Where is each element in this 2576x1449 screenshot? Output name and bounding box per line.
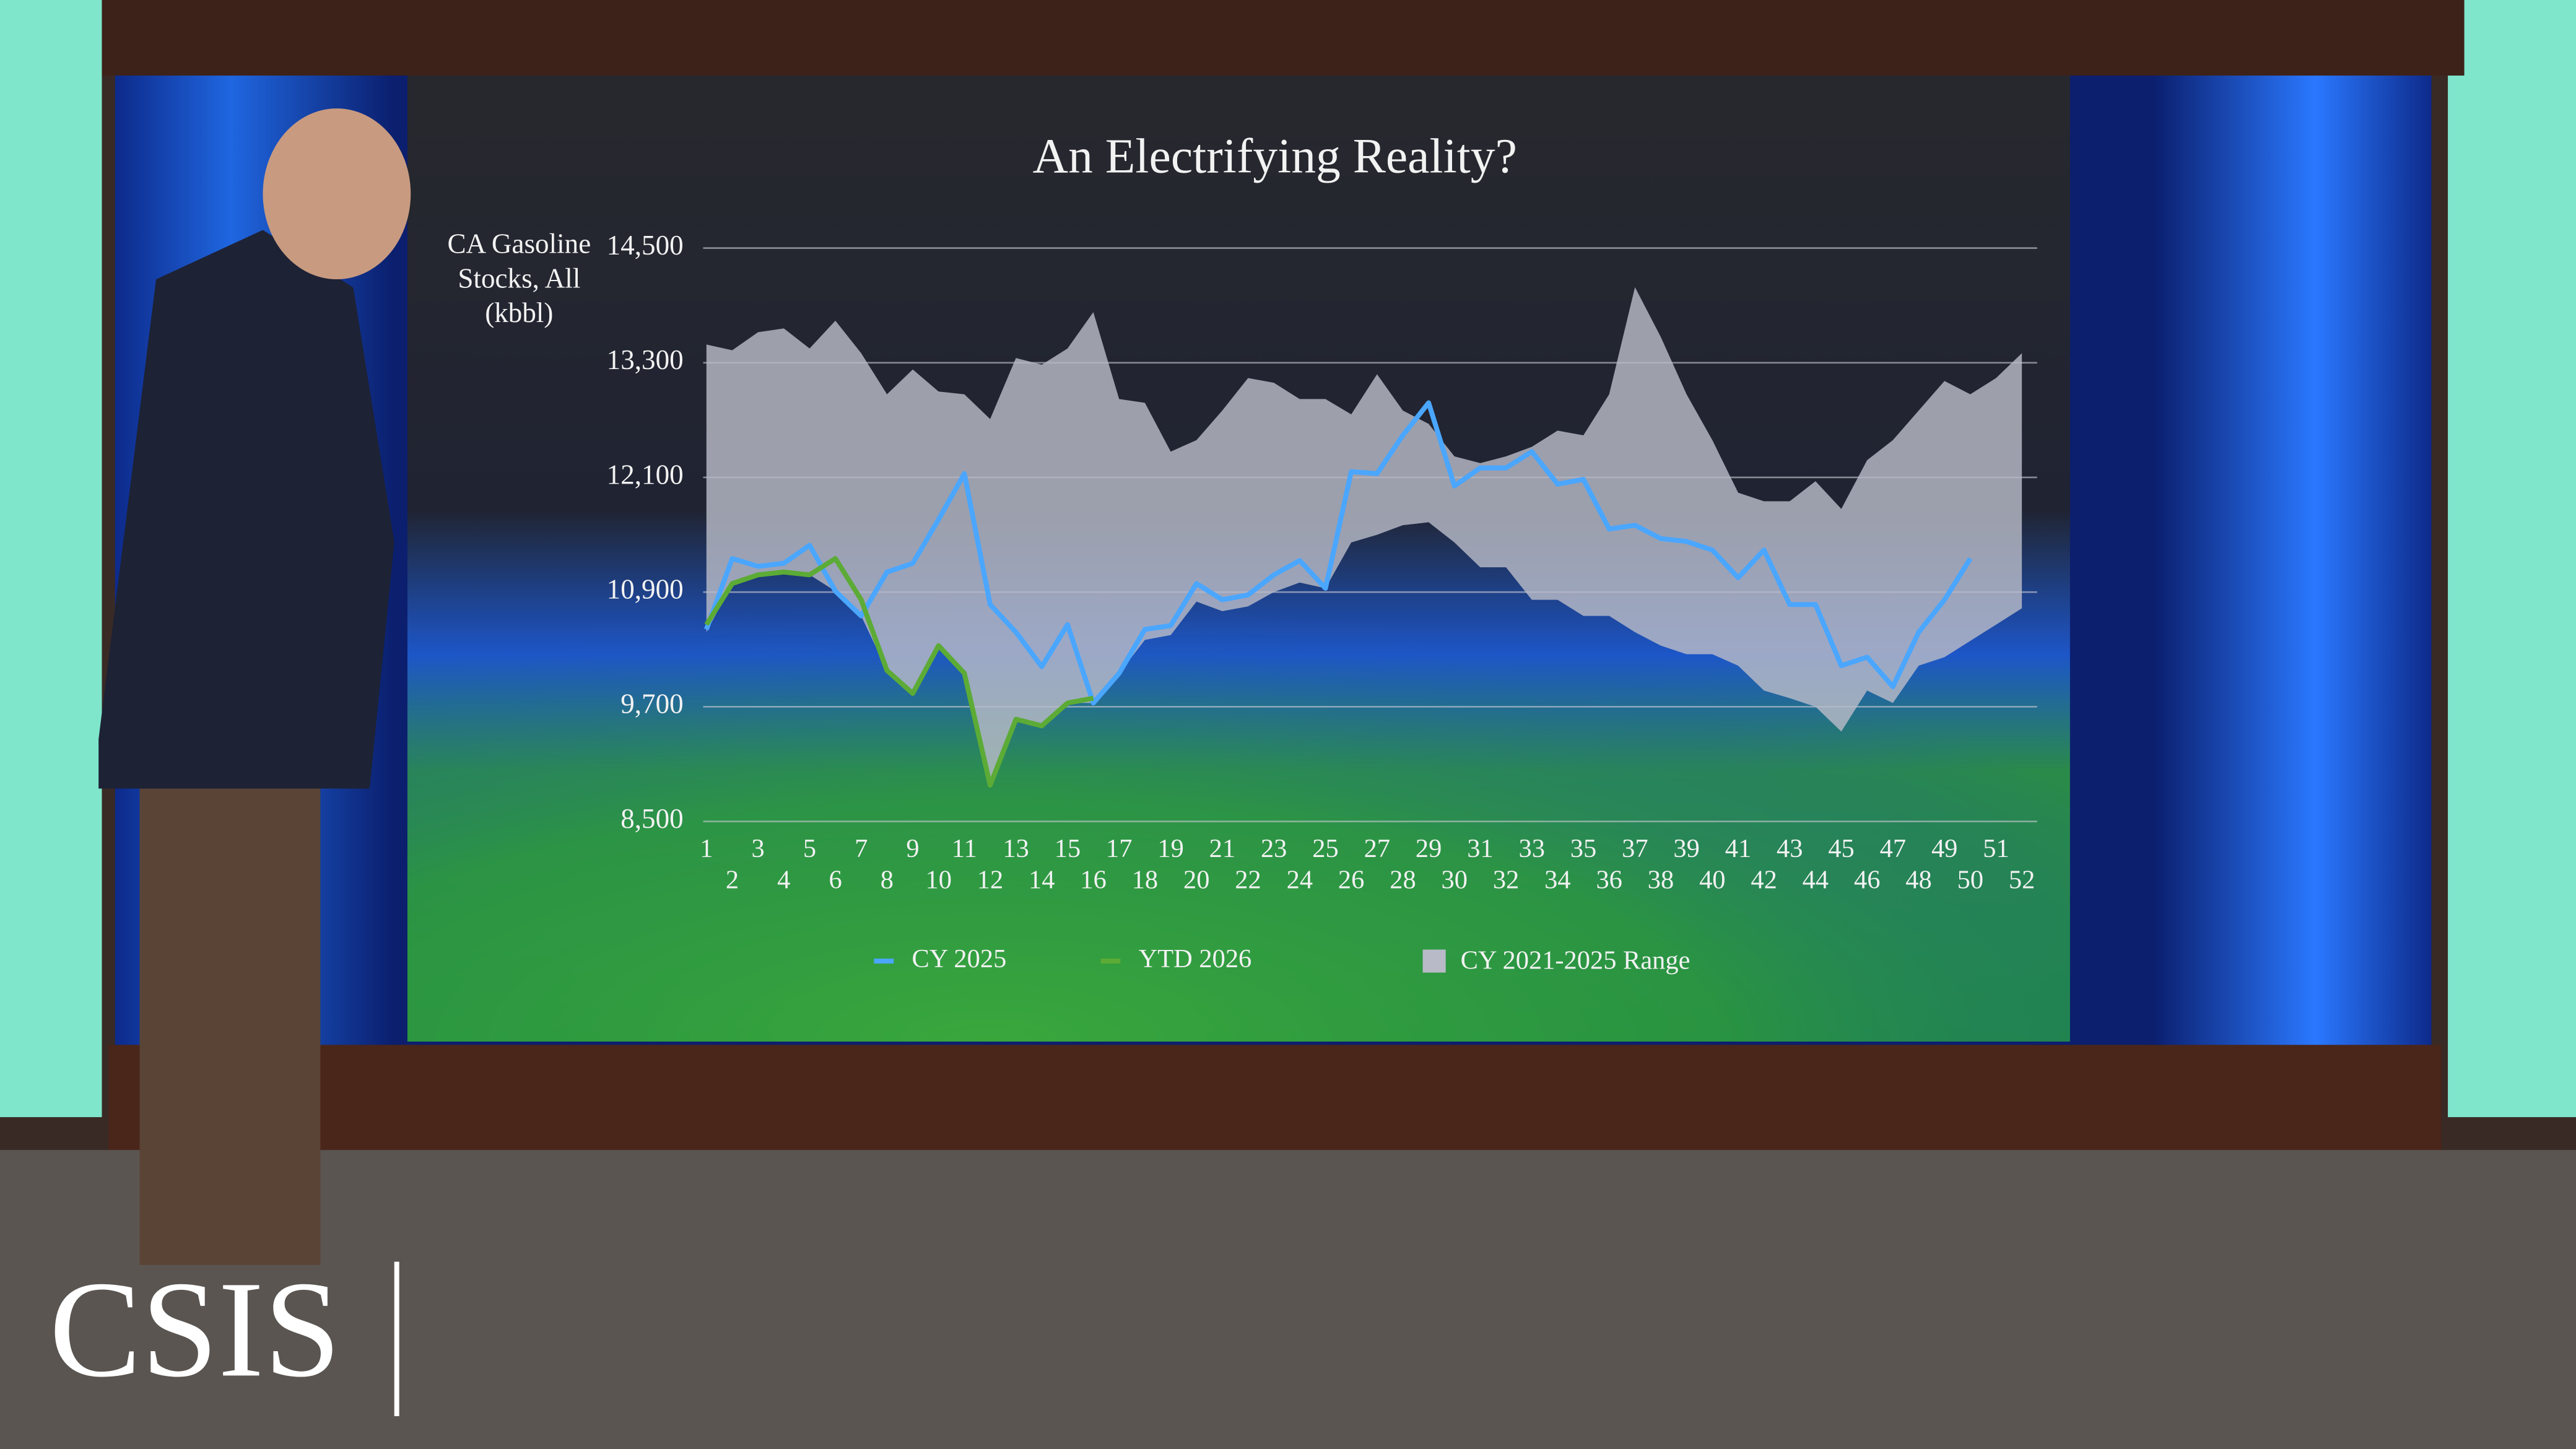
x-tick-label: 49	[1931, 834, 1957, 863]
x-tick-label: 24	[1287, 865, 1313, 894]
series-line	[704, 400, 1973, 706]
x-tick-label: 12	[977, 865, 1003, 894]
y-tick-label: 10,900	[607, 574, 684, 605]
x-tick-label: 46	[1854, 865, 1880, 894]
legend-swatch	[1422, 949, 1446, 973]
mint-panel	[2448, 0, 2576, 1118]
x-tick-label: 7	[855, 834, 868, 863]
x-tick-label: 30	[1442, 865, 1468, 894]
x-tick-label: 50	[1957, 865, 1983, 894]
y-tick-label: 14,500	[607, 230, 684, 261]
x-tick-label: 25	[1312, 834, 1338, 863]
x-tick-label: 44	[1803, 865, 1829, 894]
x-tick-label: 6	[829, 865, 842, 894]
x-tick-label: 35	[1570, 834, 1596, 863]
x-tick-label: 23	[1261, 834, 1287, 863]
y-tick-label: 12,100	[607, 459, 684, 490]
legend-label: CY 2025	[912, 944, 1006, 973]
x-tick-label: 11	[952, 834, 977, 863]
x-tick-label: 13	[1003, 834, 1029, 863]
x-tick-label: 5	[803, 834, 816, 863]
chart: An Electrifying Reality? CA Gasoline Sto…	[447, 129, 2037, 975]
x-tick-label: 2	[726, 865, 739, 894]
x-tick-label: 38	[1648, 865, 1674, 894]
x-tick-label: 52	[2009, 865, 2035, 894]
chart-title: An Electrifying Reality?	[1033, 129, 1517, 183]
x-tick-label: 43	[1777, 834, 1803, 863]
x-tick-label: 26	[1338, 865, 1364, 894]
presenter-left	[98, 108, 411, 1265]
legend-label: YTD 2026	[1139, 944, 1252, 973]
x-tick-label: 45	[1828, 834, 1854, 863]
series-line	[704, 556, 1094, 788]
wood-header	[102, 0, 2465, 76]
x-tick-label: 20	[1183, 865, 1209, 894]
x-tick-label: 29	[1416, 834, 1442, 863]
x-tick-label: 40	[1699, 865, 1725, 894]
y-tick-label: 13,300	[607, 344, 684, 375]
x-tick-label: 22	[1235, 865, 1261, 894]
x-tick-label: 41	[1725, 834, 1751, 863]
x-tick-label: 10	[925, 865, 951, 894]
x-tick-label: 36	[1596, 865, 1622, 894]
x-tick-label: 19	[1157, 834, 1183, 863]
x-tick-label: 39	[1673, 834, 1699, 863]
x-tick-label: 9	[906, 834, 919, 863]
y-tick-label: 9,700	[620, 689, 683, 720]
y-tick-label: 8,500	[620, 803, 683, 834]
wood-base	[108, 1045, 2442, 1160]
x-tick-label: 47	[1880, 834, 1906, 863]
logo: CSIS	[50, 1253, 341, 1406]
legend-label: CY 2021-2025 Range	[1461, 946, 1690, 975]
x-tick-label: 8	[881, 865, 894, 894]
jacket	[98, 230, 394, 789]
x-tick-label: 42	[1751, 865, 1777, 894]
x-tick-label: 48	[1905, 865, 1931, 894]
x-tick-label: 17	[1106, 834, 1132, 863]
x-tick-label: 37	[1622, 834, 1648, 863]
y-axis-label-box: CA Gasoline Stocks, All (kbbl)	[447, 228, 591, 329]
head	[263, 108, 411, 280]
mint-panel	[0, 0, 102, 1118]
x-tick-label: 27	[1364, 834, 1390, 863]
x-tick-label: 18	[1132, 865, 1158, 894]
x-tick-label: 21	[1209, 834, 1235, 863]
x-tick-label: 15	[1055, 834, 1081, 863]
x-tick-label: 32	[1493, 865, 1519, 894]
x-tick-label: 31	[1467, 834, 1493, 863]
x-tick-label: 16	[1080, 865, 1106, 894]
x-tick-label: 14	[1029, 865, 1055, 894]
carpet	[0, 1150, 2576, 1449]
y-axis-label: CA Gasoline Stocks, All (kbbl)	[447, 228, 591, 329]
x-tick-label: 28	[1390, 865, 1416, 894]
x-tick-label: 51	[1983, 834, 2009, 863]
x-tick-label: 3	[752, 834, 765, 863]
trousers	[139, 772, 321, 1265]
logo-bar	[394, 1261, 399, 1416]
x-tick-label: 4	[777, 865, 790, 894]
x-tick-label: 33	[1518, 834, 1544, 863]
x-tick-label: 34	[1544, 865, 1570, 894]
x-tick-label: 1	[700, 834, 713, 863]
